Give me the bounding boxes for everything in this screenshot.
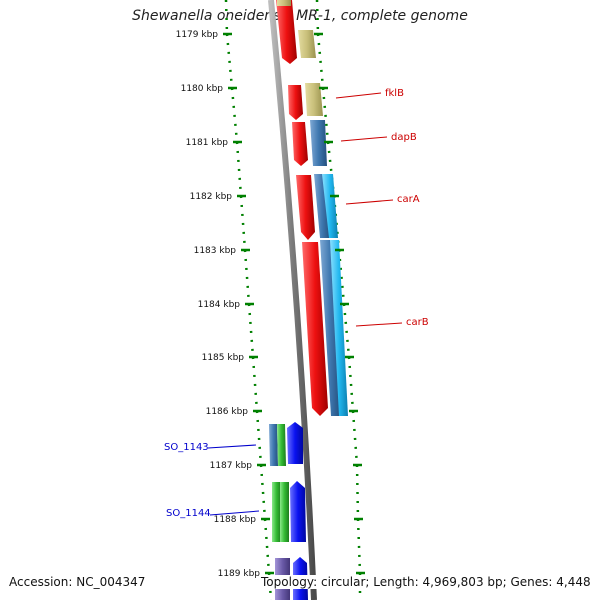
gene-label-carB[interactable]: carB <box>406 317 429 328</box>
tick-guide-segment <box>321 87 330 143</box>
tick-guide-segment <box>225 33 234 89</box>
tick-label: 1188 kbp <box>214 515 257 525</box>
gene-feature <box>302 242 328 416</box>
tick-guide-segment <box>230 87 239 143</box>
gene-feature <box>290 481 306 542</box>
topology-text: Topology: circular; Length: 4,969,803 bp… <box>259 575 593 589</box>
gene-labels: fklB dapB carA carB SO_1143 SO_1144 <box>164 88 429 519</box>
tick-guide-segment <box>263 518 271 574</box>
tick-guide-segment <box>239 195 247 251</box>
tick-guide-segment <box>356 518 362 574</box>
gene-feature <box>292 122 308 166</box>
tick-label: 1186 kbp <box>206 407 249 417</box>
genome-backbone <box>268 0 317 600</box>
gene-feature <box>277 0 291 6</box>
tick-label: 1183 kbp <box>194 246 237 256</box>
tick-label: 1187 kbp <box>210 461 253 471</box>
tick-guide-segment <box>316 33 325 89</box>
tick-guide-segment <box>355 464 360 520</box>
gene-feature <box>330 240 348 416</box>
gene-feature <box>310 120 327 166</box>
gene-features <box>269 0 348 600</box>
tick-label: 1179 kbp <box>176 30 219 40</box>
gene-feature <box>272 482 281 542</box>
gene-label-leaders <box>207 92 403 516</box>
tick-guide-segment <box>342 303 351 358</box>
tick-guide-segment <box>224 0 229 35</box>
gene-label-dapB[interactable]: dapB <box>391 132 417 143</box>
tick-label: 1189 kbp <box>218 569 261 579</box>
gene-feature <box>276 0 297 64</box>
gene-feature <box>287 422 303 464</box>
tick-label: 1182 kbp <box>190 192 233 202</box>
map-title: Shewanella oneidensis MR-1, complete gen… <box>132 8 468 24</box>
gene-feature <box>277 424 286 466</box>
gene-label-carA[interactable]: carA <box>397 194 420 205</box>
gene-feature <box>322 174 338 238</box>
tick-label: 1180 kbp <box>181 84 224 94</box>
tick-guide-segment <box>251 356 259 412</box>
accession-text: Accession: NC_004347 <box>7 575 148 589</box>
tick-guide-segment <box>347 356 355 412</box>
tick-guide-segment <box>247 303 255 358</box>
gene-label-SO_1143[interactable]: SO_1143 <box>164 442 209 453</box>
gene-feature <box>269 424 278 466</box>
gene-feature <box>288 85 303 120</box>
tick-guide-segment <box>243 249 251 305</box>
tick-guide-segment <box>351 410 359 466</box>
tick-label: 1181 kbp <box>186 138 229 148</box>
gene-feature <box>305 83 323 116</box>
tick-guide-segment <box>235 141 243 197</box>
gene-feature <box>314 174 330 238</box>
tick-label: 1184 kbp <box>198 300 241 310</box>
gene-label-SO_1144[interactable]: SO_1144 <box>166 508 211 519</box>
tick-marks: 1179 kbp 1180 kbp 1181 kbp 1182 kbp 1183 kbp… <box>176 30 365 579</box>
gene-feature <box>296 175 315 240</box>
gene-feature <box>320 240 340 416</box>
tick-guide-segment <box>259 464 267 520</box>
tick-guide-segment <box>255 410 263 466</box>
gene-feature <box>298 30 316 58</box>
tick-label: 1185 kbp <box>202 353 245 363</box>
gene-feature <box>280 482 289 542</box>
tick-guide-segment <box>315 0 320 35</box>
gene-label-fklB[interactable]: fklB <box>385 88 404 99</box>
